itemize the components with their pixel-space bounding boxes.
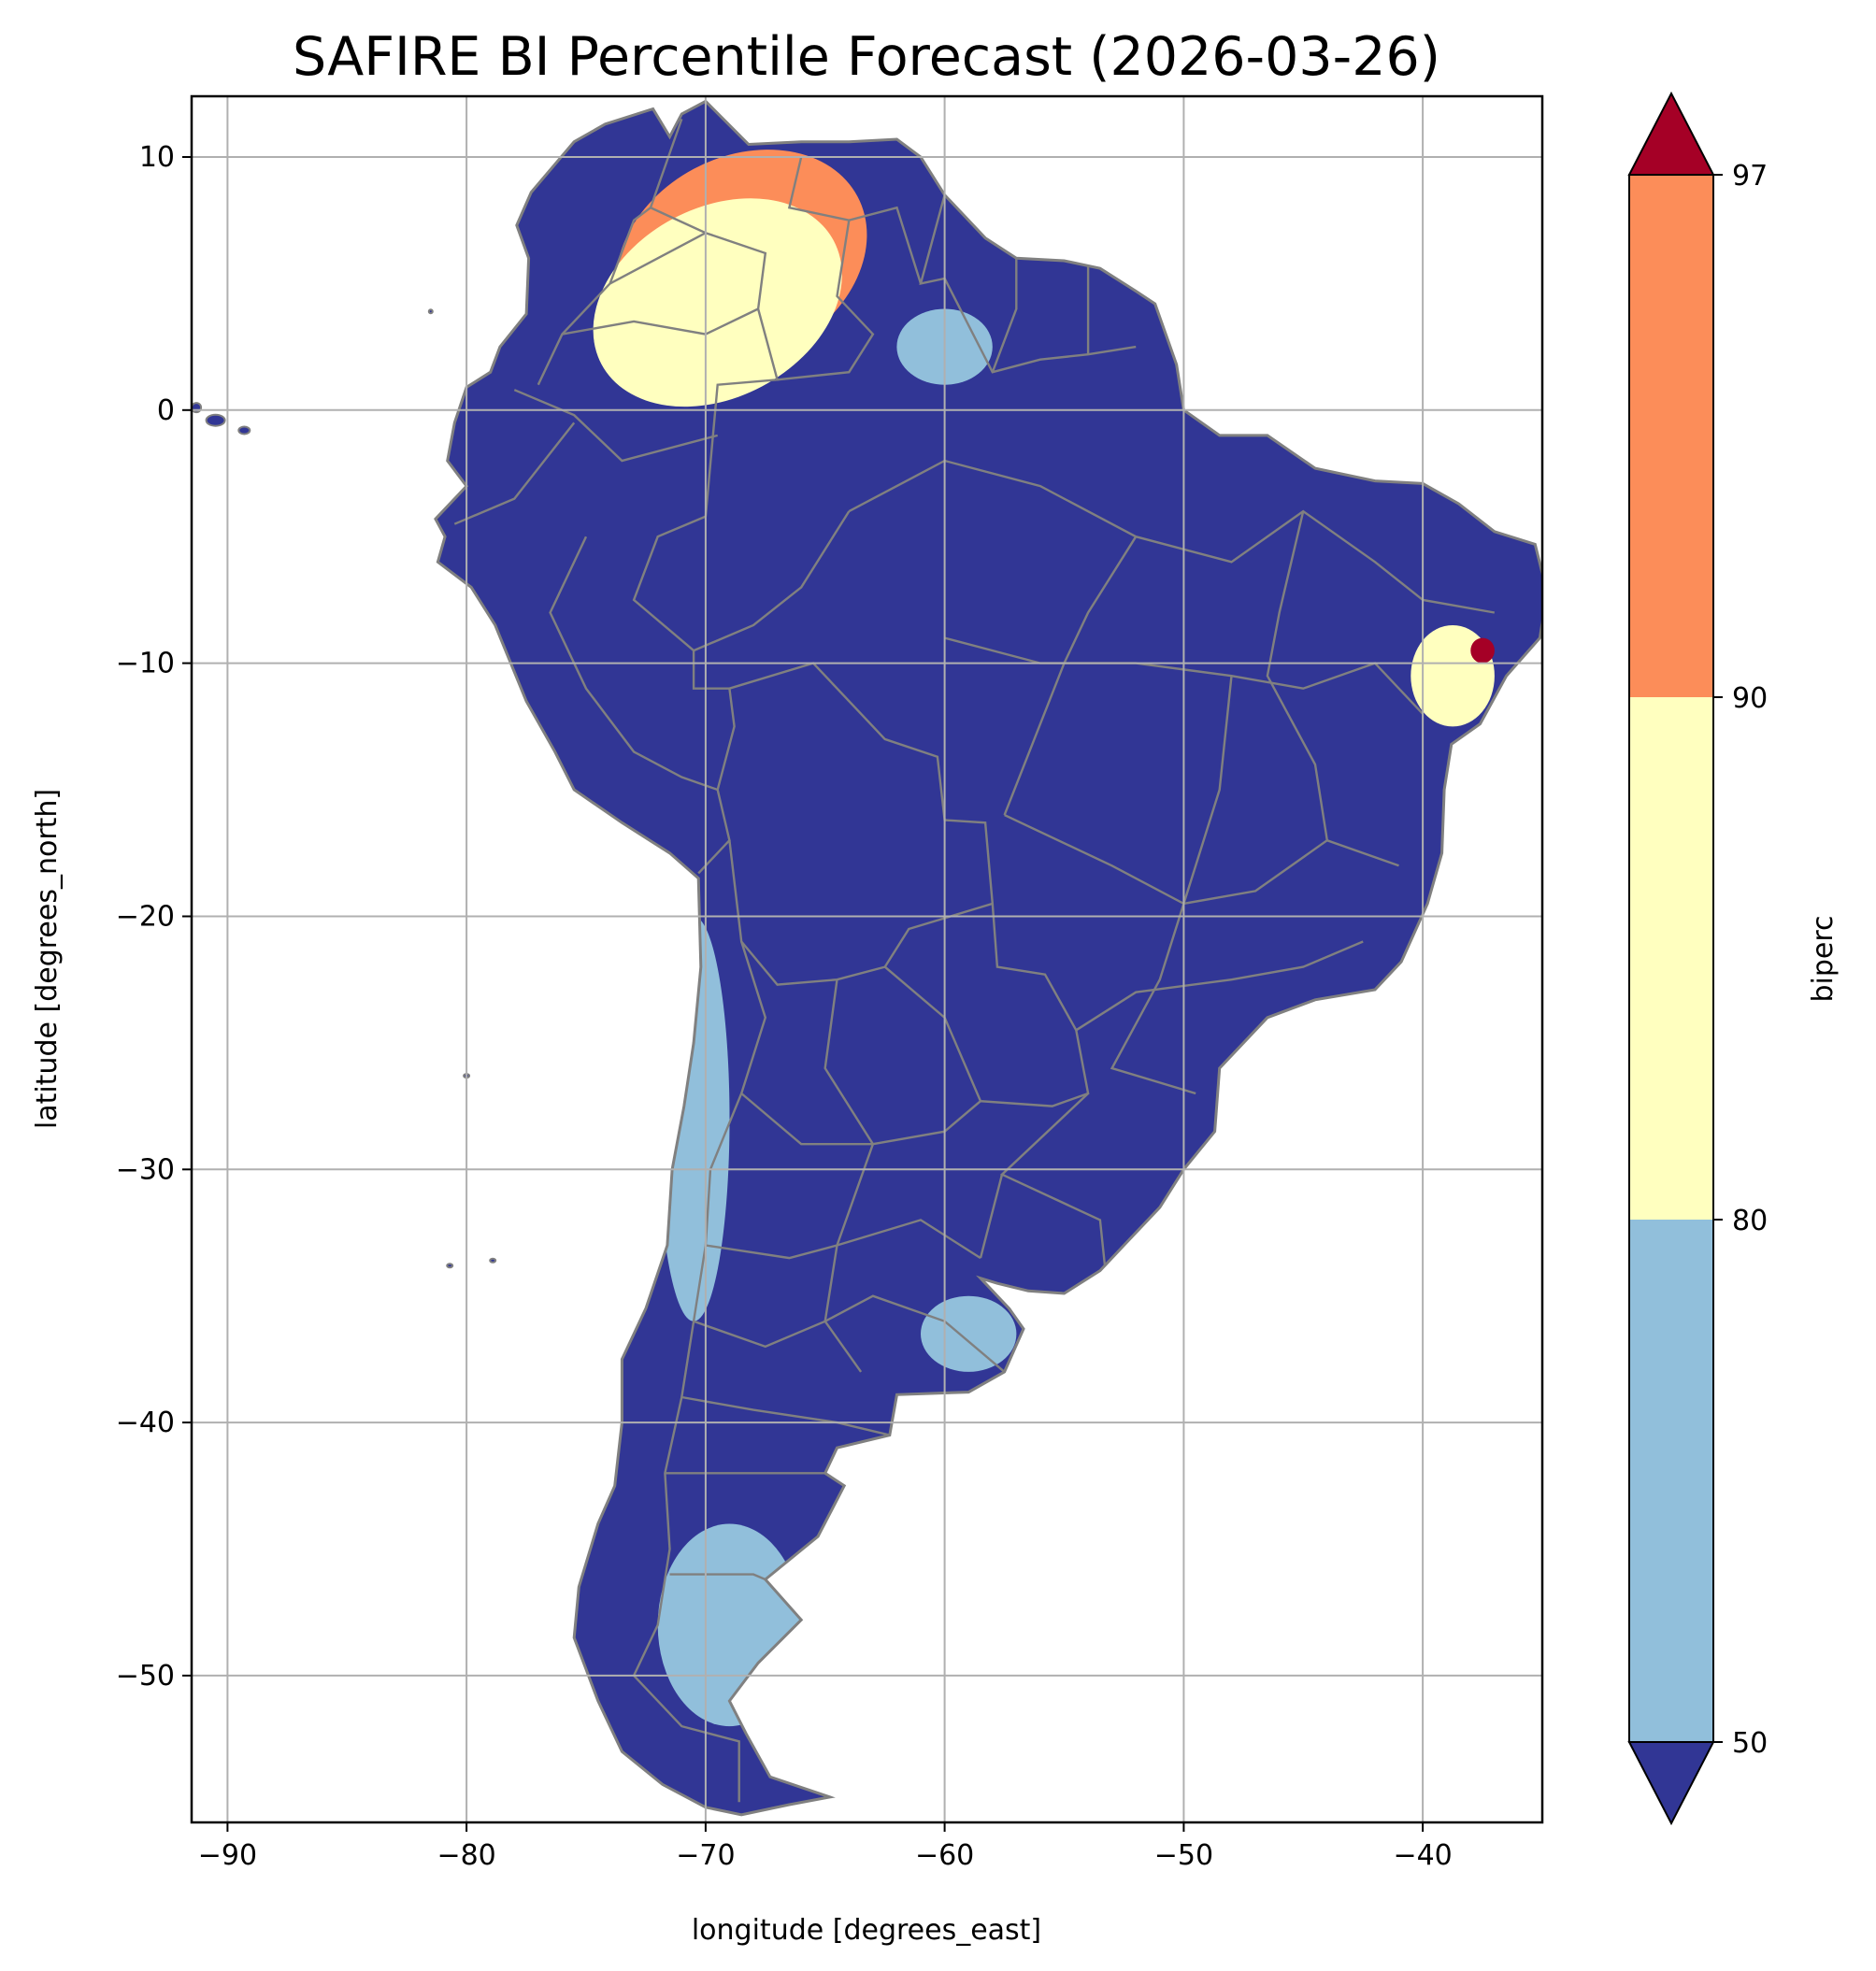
admin-boundary-22 (693, 1294, 1006, 1373)
region-7 (920, 1295, 1017, 1372)
grid-layer (192, 96, 1542, 1822)
x-tick-label: −70 (676, 1839, 735, 1872)
y-tick-label: −40 (116, 1407, 175, 1439)
colorbar-bin-90-97 (1629, 175, 1713, 697)
admin-boundary-19 (823, 979, 875, 1373)
colorbar-frame (1628, 174, 1714, 1743)
colorbar-extend-min (1627, 1741, 1715, 1826)
admin-boundary-2 (513, 389, 719, 463)
island-6 (427, 308, 434, 315)
y-tick-label: −50 (116, 1660, 175, 1692)
admin-boundary-31 (991, 258, 1018, 373)
admin-boundary-15 (1003, 536, 1138, 816)
y-axis-label: latitude [degrees_north] (31, 789, 64, 1129)
admin-boundary-21 (705, 1219, 981, 1260)
admin-boundary-16 (1266, 510, 1328, 841)
admin-boundary-20 (740, 1093, 981, 1146)
admin-boundary-27 (562, 307, 759, 336)
colorbar-extend-max (1627, 91, 1715, 176)
colorbar-tick-label: 97 (1732, 160, 1768, 193)
colorbar-bin-50-80 (1629, 1220, 1713, 1742)
x-tick-label: −60 (915, 1839, 974, 1872)
x-axis: −90 −80 −70 −60 −50 −40 (198, 1822, 1453, 1872)
region-2 (593, 198, 842, 407)
map-title: SAFIRE BI Percentile Forecast (2026-03-2… (293, 26, 1440, 88)
admin-boundary-25 (669, 1573, 766, 1581)
y-tick-label: −10 (116, 648, 175, 680)
coastline (434, 99, 1542, 1817)
admin-boundary-14 (1110, 676, 1233, 1095)
admin-boundary-18 (549, 536, 719, 792)
admin-boundary-4 (632, 515, 736, 875)
x-tick-label: −80 (437, 1839, 495, 1872)
island-5 (446, 1263, 454, 1269)
admin-boundary-10 (848, 459, 1496, 614)
colorbar: 50 80 90 97 (1627, 91, 1768, 1826)
colorbar-tick-label: 80 (1732, 1205, 1768, 1237)
y-tick-label: 0 (157, 394, 175, 427)
admin-boundary-17 (693, 510, 851, 652)
admin-boundary-12 (1004, 814, 1399, 906)
x-tick-label: −40 (1393, 1839, 1452, 1872)
colorbar-tick-label: 50 (1732, 1727, 1768, 1760)
admin-boundary-28 (609, 232, 707, 285)
admin-boundary-0 (649, 119, 780, 517)
x-axis-label: longitude [degrees_east] (692, 1914, 1041, 1947)
region-5 (1470, 637, 1495, 664)
colorbar-tick-label: 90 (1732, 682, 1768, 715)
plot-frame (190, 94, 1544, 1824)
colorbar-label: biperc (1807, 915, 1840, 1002)
admin-boundary-3 (453, 421, 576, 525)
admin-boundary-13 (1075, 940, 1364, 1032)
admin-boundary-8 (999, 1093, 1107, 1266)
island-1 (237, 425, 251, 436)
admin-boundary-7 (632, 941, 767, 1803)
y-axis: 10 0 −10 −20 −30 −40 −50 (116, 141, 192, 1692)
y-tick-label: −20 (116, 901, 175, 934)
colorbar-bin-80-90 (1629, 697, 1713, 1220)
admin-boundary-30 (777, 220, 875, 381)
admin-boundary-9 (979, 1174, 1004, 1259)
admin-boundary-23 (681, 1395, 891, 1436)
y-tick-label: −30 (116, 1153, 175, 1186)
island-4 (489, 1257, 497, 1264)
island-0 (205, 413, 226, 427)
y-tick-label: 10 (139, 141, 175, 174)
land-base (435, 101, 1542, 1815)
x-tick-label: −90 (198, 1839, 257, 1872)
x-tick-label: −50 (1154, 1839, 1213, 1872)
plot-area (192, 96, 1542, 1822)
